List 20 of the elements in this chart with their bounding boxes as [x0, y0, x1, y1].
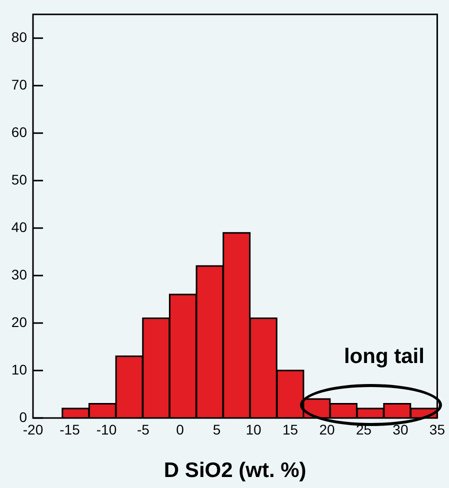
x-tick-label: -15	[60, 421, 80, 438]
x-tick-label: 20	[319, 421, 335, 438]
x-tick-label: -5	[137, 421, 150, 438]
x-tick-label: -10	[96, 421, 117, 438]
x-tick-label: 30	[392, 421, 408, 438]
x-tick-label: 35	[429, 421, 446, 438]
annotation: long tail	[344, 344, 424, 368]
y-tick-label: 30	[11, 266, 28, 282]
x-tick-label: 0	[176, 421, 184, 438]
y-tick-label: 50	[11, 171, 28, 188]
y-tick-label: 60	[11, 124, 28, 140]
x-tick-label: 15	[282, 421, 298, 438]
x-tick-label: 5	[212, 421, 221, 438]
x-axis-title: D SiO2 (wt. %)	[164, 459, 306, 482]
y-tick-label: 80	[11, 29, 28, 45]
x-tick-label: 10	[246, 421, 262, 438]
y-tick-label: 10	[11, 361, 28, 378]
y-tick-label: 20	[11, 314, 28, 330]
y-tick-label: 70	[11, 76, 28, 92]
y-tick-label: 40	[11, 218, 28, 235]
